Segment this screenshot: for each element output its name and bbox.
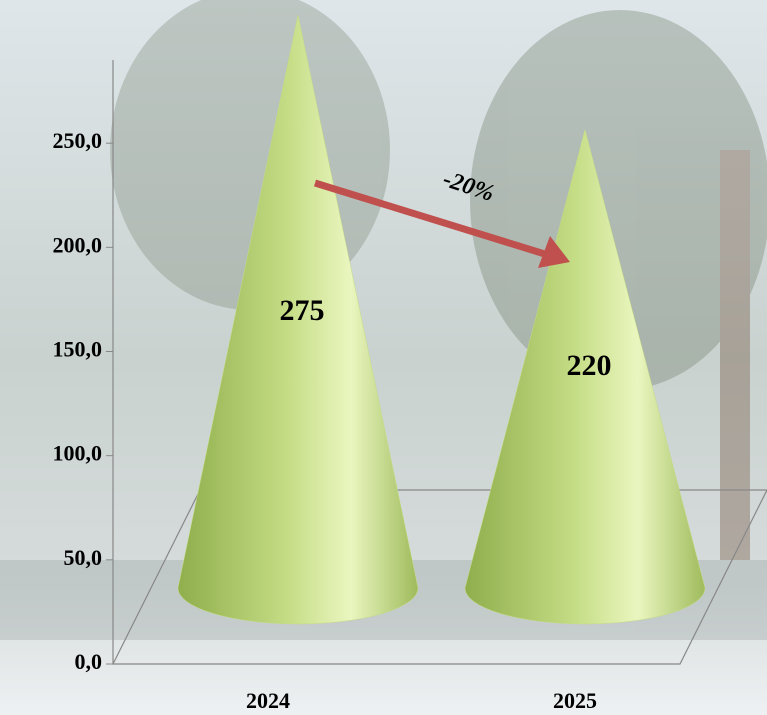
x-tick-label: 2025: [553, 688, 597, 713]
floor: [112, 489, 767, 665]
arrow-line: [313, 179, 550, 259]
cone: [464, 128, 706, 625]
y-tick-label: 200,0: [53, 232, 103, 257]
value-label: 275: [280, 294, 325, 327]
y-tick-label: 0,0: [75, 649, 103, 674]
value-label: 220: [567, 349, 612, 382]
y-tick-label: 150,0: [53, 337, 103, 362]
y-tick-label: 50,0: [64, 545, 103, 570]
y-tick-label: 250,0: [53, 128, 103, 153]
x-tick-label: 2024: [246, 688, 290, 713]
plot: [177, 15, 706, 625]
y-tick-label: 100,0: [53, 441, 103, 466]
cone: [177, 15, 419, 625]
arrow-head: [538, 236, 570, 268]
